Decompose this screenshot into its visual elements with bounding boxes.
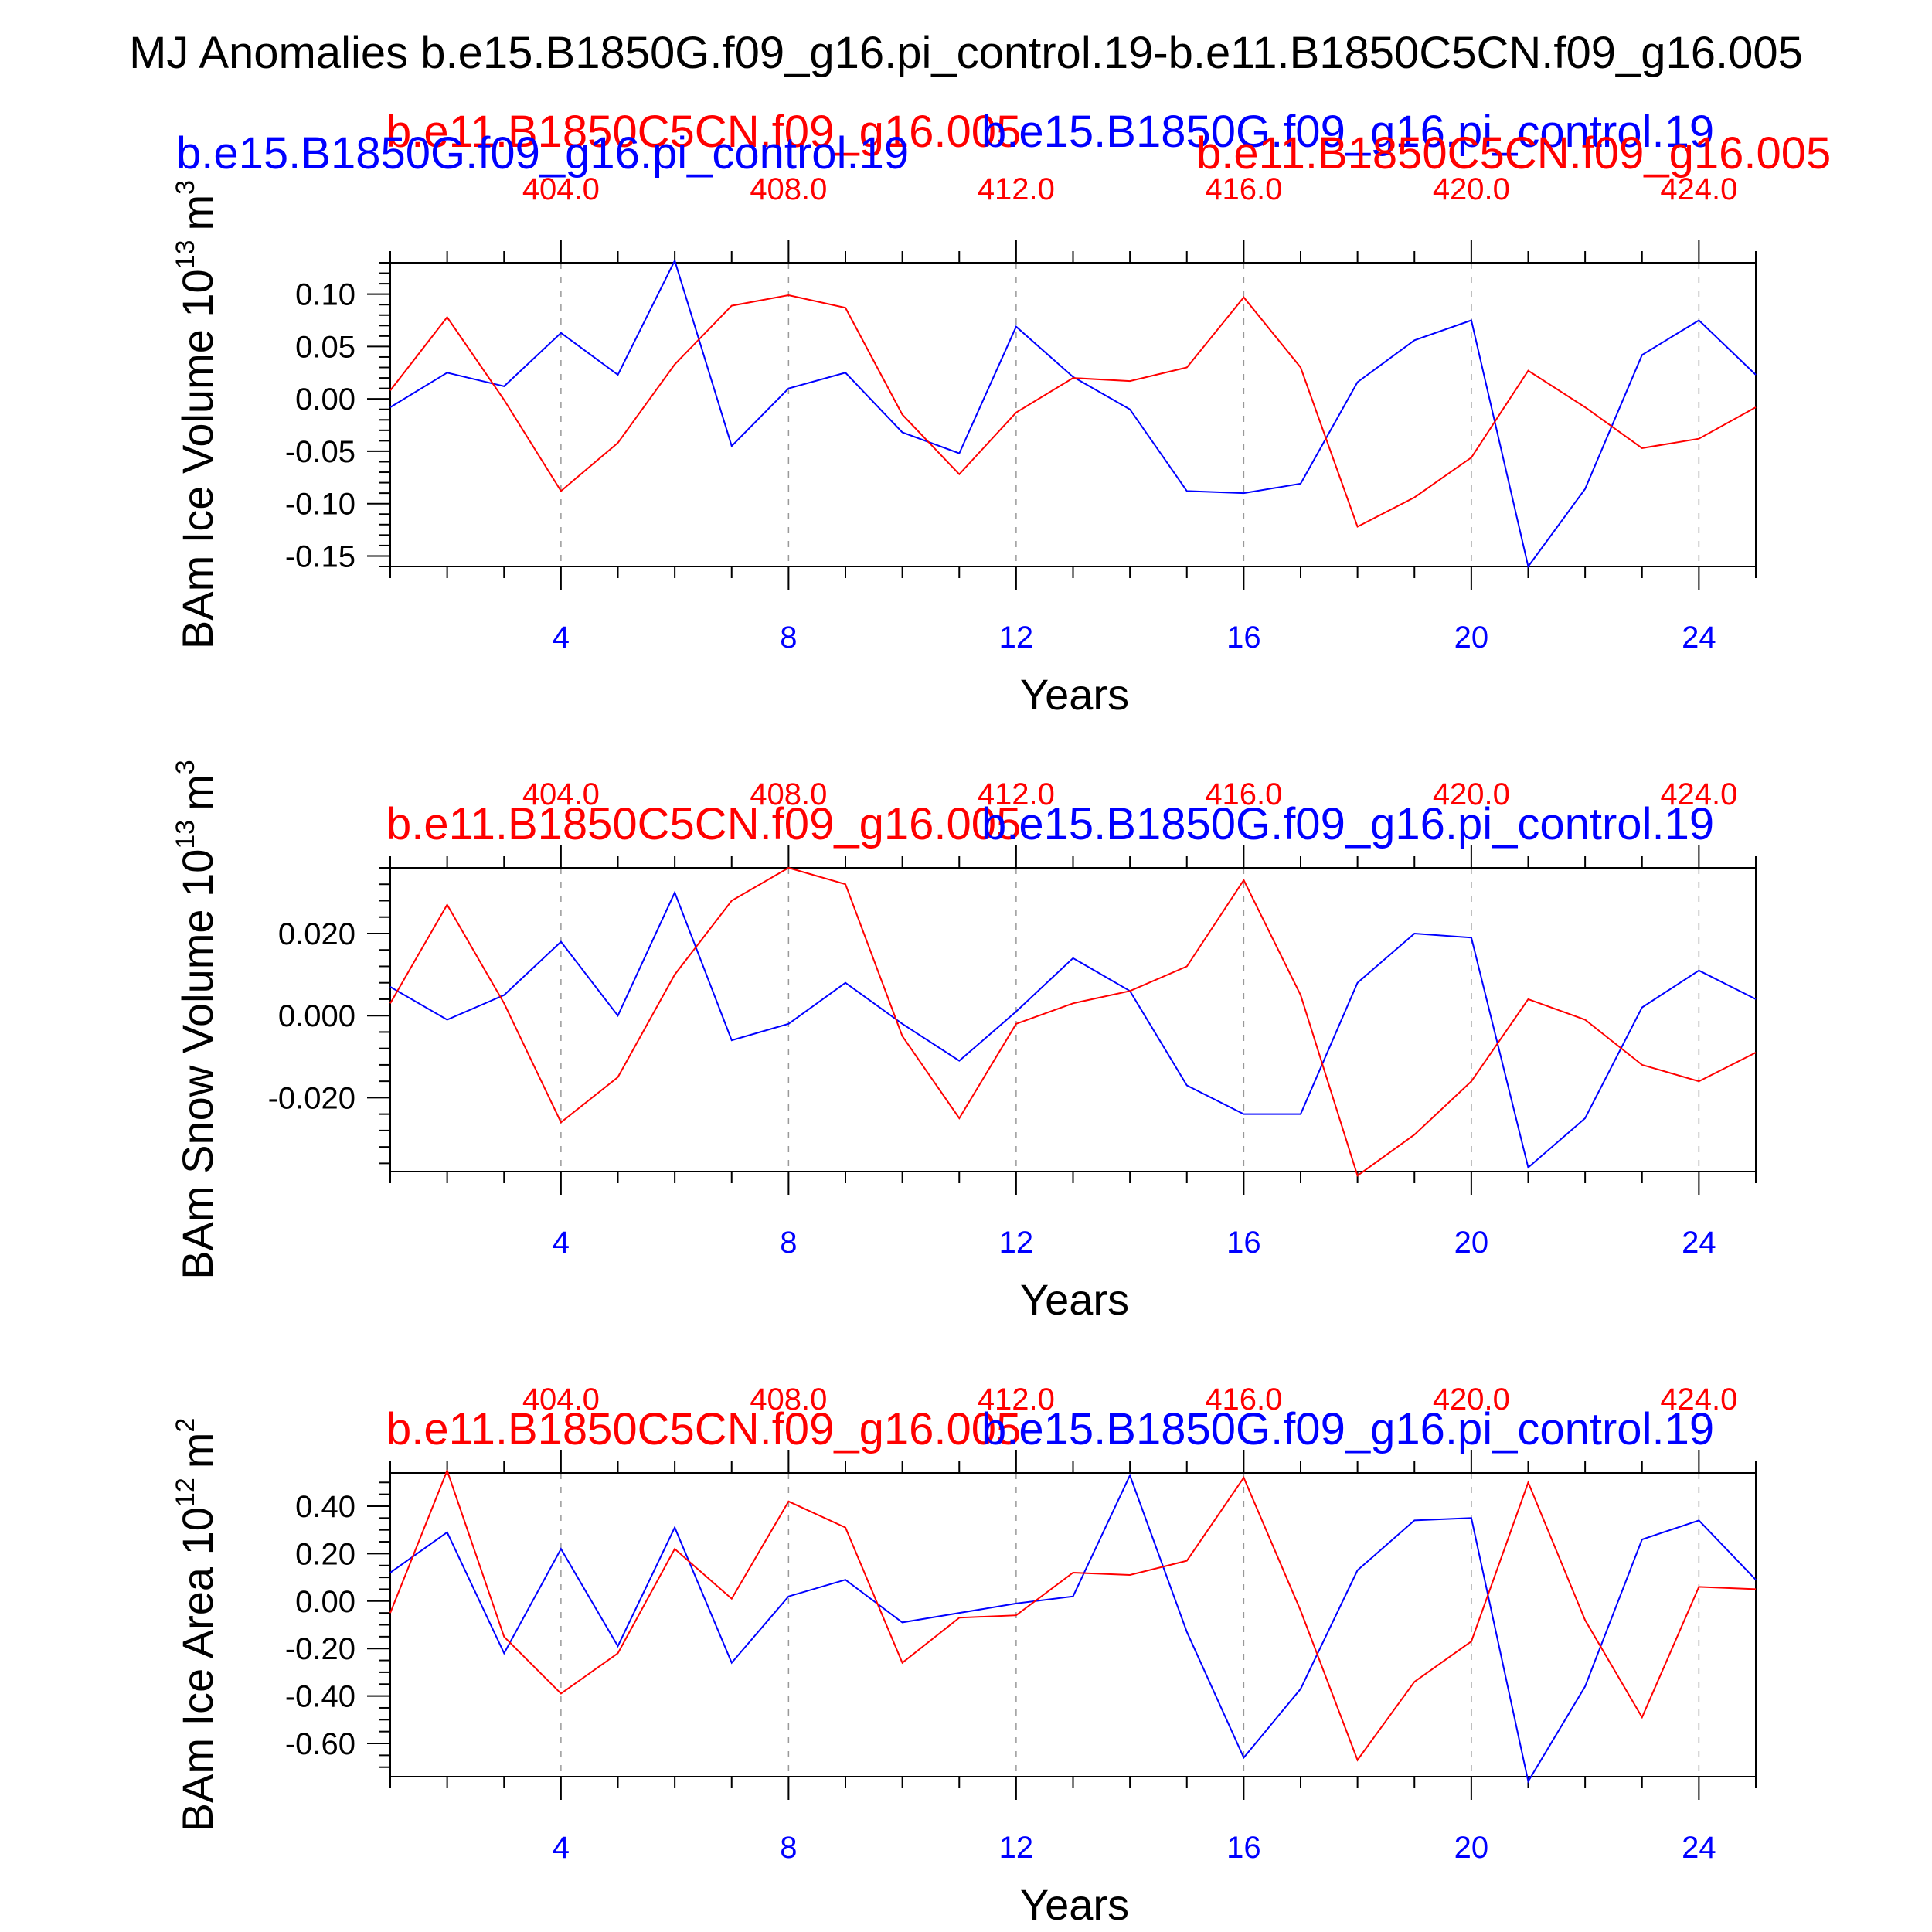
x-axis-label: Years xyxy=(1020,670,1129,719)
case2-title: b.e11.B1850C5CN.f09_g16.005 xyxy=(386,107,1021,157)
case1-title: b.e15.B1850G.f09_g16.pi_control.19 xyxy=(981,799,1714,849)
x-tick-label: 8 xyxy=(780,1831,797,1865)
y-axis-label: BAm Ice Area 1012 m2 xyxy=(171,1418,222,1832)
y-tick-label: 0.20 xyxy=(295,1537,355,1571)
top-x-tick-label: 408.0 xyxy=(750,1383,827,1417)
y-axis-unit-base: m xyxy=(173,1433,222,1469)
y-tick-label: 0.05 xyxy=(295,330,355,364)
panel-3: b.e11.B1850C5CN.f09_g16.005b.e15.B1850G.… xyxy=(171,1383,1757,1929)
case1-series-line xyxy=(389,890,1757,1169)
case2-title: b.e11.B1850C5CN.f09_g16.005 xyxy=(386,1404,1021,1454)
x-tick-label: 16 xyxy=(1226,621,1261,655)
x-tick-label: 24 xyxy=(1682,621,1716,655)
y-axis-unit-power: 3 xyxy=(171,760,200,774)
x-tick-label: 16 xyxy=(1226,1226,1261,1260)
case1-title: b.e15.B1850G.f09_g16.pi_control.19 xyxy=(981,107,1714,157)
y-tick-label: -0.40 xyxy=(285,1680,355,1714)
y-axis-label-text: BAm Ice Area 10 xyxy=(173,1507,222,1832)
y-tick-label: -0.05 xyxy=(285,435,355,469)
y-axis-unit-base: m xyxy=(173,774,222,811)
plot-frame xyxy=(389,867,1757,1172)
x-tick-label: 4 xyxy=(553,1226,570,1260)
y-tick-label: -0.10 xyxy=(285,488,355,522)
y-tick-label: 0.40 xyxy=(295,1490,355,1524)
x-tick-label: 12 xyxy=(999,1226,1034,1260)
top-x-tick-label: 420.0 xyxy=(1433,172,1510,206)
case2-series-line xyxy=(389,866,1757,1177)
x-tick-label: 8 xyxy=(780,621,797,655)
case1-title: b.e15.B1850G.f09_g16.pi_control.19 xyxy=(981,1404,1714,1454)
case2-title: b.e11.B1850C5CN.f09_g16.005 xyxy=(386,799,1021,849)
plot-frame xyxy=(389,262,1757,567)
top-x-tick-label: 404.0 xyxy=(522,172,600,206)
top-x-tick-label: 416.0 xyxy=(1205,1383,1282,1417)
y-tick-label: 0.00 xyxy=(295,383,355,417)
y-tick-label: 0.00 xyxy=(295,1585,355,1619)
top-x-tick-label: 412.0 xyxy=(978,777,1055,811)
main-title: MJ Anomalies b.e15.B1850G.f09_g16.pi_con… xyxy=(129,28,1803,78)
x-tick-label: 20 xyxy=(1454,621,1489,655)
top-x-tick-label: 408.0 xyxy=(750,777,827,811)
panel-1: b.e11.B1850C5CN.f09_g16.005b.e15.B1850G.… xyxy=(171,107,1831,719)
case1-series-line xyxy=(389,258,1757,569)
case1-series-line xyxy=(389,1473,1757,1784)
y-tick-label: 0.020 xyxy=(278,917,355,951)
y-tick-label: 0.000 xyxy=(278,999,355,1033)
case2-series-line xyxy=(389,294,1757,528)
x-tick-label: 20 xyxy=(1454,1226,1489,1260)
case2-series-line xyxy=(389,1468,1757,1762)
x-tick-label: 4 xyxy=(553,621,570,655)
x-tick-label: 16 xyxy=(1226,1831,1261,1865)
top-x-tick-label: 408.0 xyxy=(750,172,827,206)
x-tick-label: 12 xyxy=(999,1831,1034,1865)
panel-2: b.e11.B1850C5CN.f09_g16.005b.e15.B1850G.… xyxy=(171,760,1757,1324)
top-x-tick-label: 424.0 xyxy=(1660,1383,1737,1417)
x-tick-label: 24 xyxy=(1682,1226,1716,1260)
y-axis-unit-exponent: 13 xyxy=(171,240,200,269)
y-axis-unit-base: m xyxy=(173,195,222,231)
x-tick-label: 12 xyxy=(999,621,1034,655)
y-tick-label: -0.60 xyxy=(285,1727,355,1761)
x-tick-label: 24 xyxy=(1682,1831,1716,1865)
y-tick-label: -0.15 xyxy=(285,539,355,573)
case1-title-secondary: b.e15.B1850G.f09_g16.pi_control.19 xyxy=(176,128,909,179)
x-tick-label: 4 xyxy=(553,1831,570,1865)
y-axis-unit-exponent: 13 xyxy=(171,820,200,849)
y-axis-label: BAm Ice Volume 1013 m3 xyxy=(171,180,222,649)
y-axis-label-text: BAm Snow Volume 10 xyxy=(173,849,222,1280)
y-axis-unit-power: 2 xyxy=(171,1418,200,1433)
top-x-tick-label: 416.0 xyxy=(1205,172,1282,206)
top-x-tick-label: 420.0 xyxy=(1433,1383,1510,1417)
plot-frame xyxy=(389,1472,1757,1777)
y-axis-label-text: BAm Ice Volume 10 xyxy=(173,269,222,649)
case2-title-secondary: b.e11.B1850C5CN.f09_g16.005 xyxy=(1196,128,1831,179)
y-axis-unit-power: 3 xyxy=(171,180,200,195)
y-tick-label: -0.20 xyxy=(285,1632,355,1666)
x-axis-label: Years xyxy=(1020,1880,1129,1929)
x-tick-label: 8 xyxy=(780,1226,797,1260)
y-tick-label: 0.10 xyxy=(295,278,355,312)
top-x-tick-label: 416.0 xyxy=(1205,777,1282,811)
y-axis-unit-exponent: 12 xyxy=(171,1478,200,1507)
y-axis-label: BAm Snow Volume 1013 m3 xyxy=(171,760,222,1280)
top-x-tick-label: 424.0 xyxy=(1660,777,1737,811)
top-x-tick-label: 404.0 xyxy=(522,777,600,811)
x-axis-label: Years xyxy=(1020,1275,1129,1324)
x-tick-label: 20 xyxy=(1454,1831,1489,1865)
top-x-tick-label: 412.0 xyxy=(978,172,1055,206)
top-x-tick-label: 412.0 xyxy=(978,1383,1055,1417)
top-x-tick-label: 404.0 xyxy=(522,1383,600,1417)
y-tick-label: -0.020 xyxy=(268,1081,355,1115)
top-x-tick-label: 420.0 xyxy=(1433,777,1510,811)
top-x-tick-label: 424.0 xyxy=(1660,172,1737,206)
